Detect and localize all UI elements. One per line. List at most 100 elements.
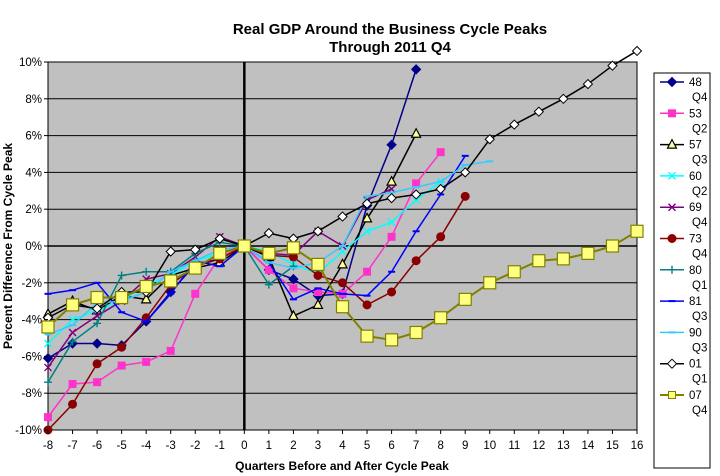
data-point [68, 399, 78, 409]
legend-label-line2: Q3 [692, 155, 707, 167]
x-tick-label: 6 [388, 440, 394, 452]
y-axis-label: Percent Difference From Cycle Peak [1, 143, 15, 349]
legend-label-line2: Q2 [692, 123, 707, 135]
x-tick-label: 13 [557, 440, 570, 452]
data-point [190, 244, 201, 255]
y-tick-label: -10% [15, 425, 42, 437]
data-point [581, 246, 595, 260]
chart-title-line1: Real GDP Around the Business Cycle Peaks [233, 21, 547, 38]
data-point [44, 339, 52, 348]
data-point [142, 357, 151, 366]
y-tick-label: 4% [25, 167, 42, 179]
data-point [460, 191, 470, 201]
data-point [436, 232, 446, 242]
x-tick-label: 3 [315, 440, 321, 452]
data-point [360, 329, 374, 343]
legend-label-line2: Q4 [692, 249, 708, 261]
legend-label-line1: 07 [689, 390, 702, 402]
data-point [410, 189, 422, 200]
y-tick-label: 10% [19, 57, 42, 69]
legend-label-line1: 48 [689, 77, 702, 89]
data-point [386, 139, 397, 151]
data-point [312, 298, 324, 309]
y-tick-label: 0% [25, 241, 42, 253]
legend-label-line2: Q3 [692, 311, 707, 323]
data-point [90, 290, 104, 305]
series-layer [41, 45, 644, 435]
data-point [166, 346, 175, 355]
legend-label-line2: Q4 [692, 92, 708, 104]
data-point [65, 298, 80, 312]
x-tick-label: 12 [532, 440, 545, 452]
x-tick-label: -1 [215, 440, 225, 452]
y-tick-label: -4% [22, 315, 42, 327]
data-point [286, 241, 301, 255]
data-point [237, 239, 251, 253]
data-point [507, 265, 521, 279]
data-point [436, 148, 445, 157]
data-point [386, 192, 397, 204]
x-tick-label: -4 [141, 440, 152, 452]
legend-label-line1: 60 [689, 171, 702, 183]
x-tick-label: -6 [92, 440, 102, 452]
data-point [264, 265, 273, 274]
data-point [117, 271, 126, 280]
x-tick-label: 11 [508, 440, 520, 452]
data-point [140, 293, 152, 304]
data-point [191, 289, 200, 298]
data-point [338, 278, 347, 288]
x-tick-label: 4 [339, 440, 346, 452]
data-point [164, 274, 178, 288]
data-point [362, 300, 372, 310]
data-point [582, 78, 594, 90]
data-point [387, 218, 396, 227]
data-point [287, 309, 299, 321]
y-tick-label: -8% [22, 388, 42, 400]
data-point [361, 212, 373, 223]
data-point [558, 93, 569, 105]
data-point [92, 359, 102, 369]
legend-label-line1: 01 [689, 359, 702, 371]
y-tick-label: 6% [25, 131, 42, 143]
x-tick-label: 8 [437, 440, 443, 452]
legend-label-line1: 69 [689, 202, 702, 214]
legend-label-line2: Q4 [692, 217, 708, 229]
data-point [483, 276, 497, 290]
data-point [68, 380, 77, 388]
y-axis-ticks: -10% -8% -6% -4% -2% 0% 2% 4% 6% 8% 10% [15, 57, 48, 437]
data-point [139, 279, 153, 294]
legend-swatch-marker [668, 109, 676, 118]
data-point [630, 224, 644, 238]
x-tick-label: -3 [166, 440, 176, 452]
legend-label-line2: Q3 [692, 342, 707, 354]
y-tick-label: 8% [25, 94, 42, 106]
legend-label-line1: 53 [689, 108, 702, 120]
legend-label-line1: 73 [689, 234, 702, 246]
legend: 48Q453Q257Q360Q269Q473Q480Q181Q390Q301Q1… [653, 72, 711, 469]
data-point [165, 246, 176, 257]
data-point [410, 64, 422, 75]
data-point [214, 233, 225, 244]
data-point [410, 127, 422, 138]
legend-label-line1: 81 [689, 296, 702, 308]
x-tick-label: 10 [483, 440, 496, 452]
x-tick-label: 7 [413, 440, 419, 452]
series-07-q4 [41, 224, 644, 347]
x-axis-label: Quarters Before and After Cycle Peak [235, 459, 449, 473]
x-tick-label: 16 [631, 440, 644, 452]
data-point [384, 333, 399, 347]
data-point [91, 303, 103, 314]
x-tick-label: 14 [582, 440, 595, 452]
data-point [44, 378, 52, 387]
data-point [68, 315, 77, 324]
data-point [387, 232, 396, 241]
data-point [117, 361, 126, 370]
legend-swatch-marker [666, 76, 678, 88]
